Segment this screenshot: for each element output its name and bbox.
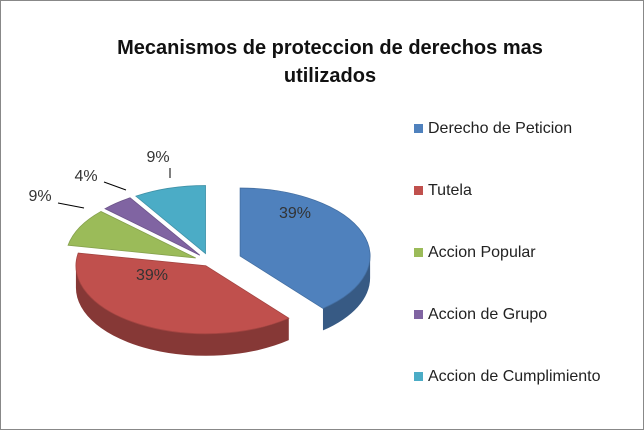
legend: Derecho de Peticion Tutela Accion Popular A…: [414, 118, 639, 428]
slice-side: [322, 256, 371, 331]
slice: [135, 185, 206, 255]
legend-item: Derecho de Peticion: [414, 118, 639, 180]
legend-item: Tutela: [414, 180, 639, 242]
slice: [67, 211, 196, 259]
legend-item: Accion de Grupo: [414, 304, 639, 366]
legend-item: Accion de Cumplimiento: [414, 366, 639, 428]
legend-swatch: [414, 124, 423, 133]
leader-line: [103, 181, 127, 191]
data-label: 39%: [136, 267, 168, 284]
legend-swatch: [414, 372, 423, 381]
slice: [239, 187, 371, 309]
legend-label: Derecho de Peticion: [428, 120, 573, 137]
legend-swatch: [414, 186, 423, 195]
slice: [75, 252, 290, 335]
legend-swatch: [414, 248, 423, 257]
legend-label: Accion de Cumplimiento: [428, 368, 601, 385]
legend-label: Tutela: [428, 182, 472, 199]
leader-line: [57, 202, 85, 209]
data-label: 39%: [279, 205, 311, 222]
slice: [104, 197, 201, 256]
chart-title: Mecanismos de proteccion de derechos mas…: [117, 37, 543, 87]
slice-side: [75, 265, 289, 356]
legend-label: Accion de Grupo: [428, 306, 548, 323]
legend-label: Accion Popular: [428, 244, 536, 261]
data-label: 4%: [74, 168, 97, 185]
data-label: 9%: [28, 188, 51, 205]
data-label: 9%: [146, 149, 169, 166]
legend-item: Accion Popular: [414, 242, 639, 304]
legend-swatch: [414, 310, 423, 319]
